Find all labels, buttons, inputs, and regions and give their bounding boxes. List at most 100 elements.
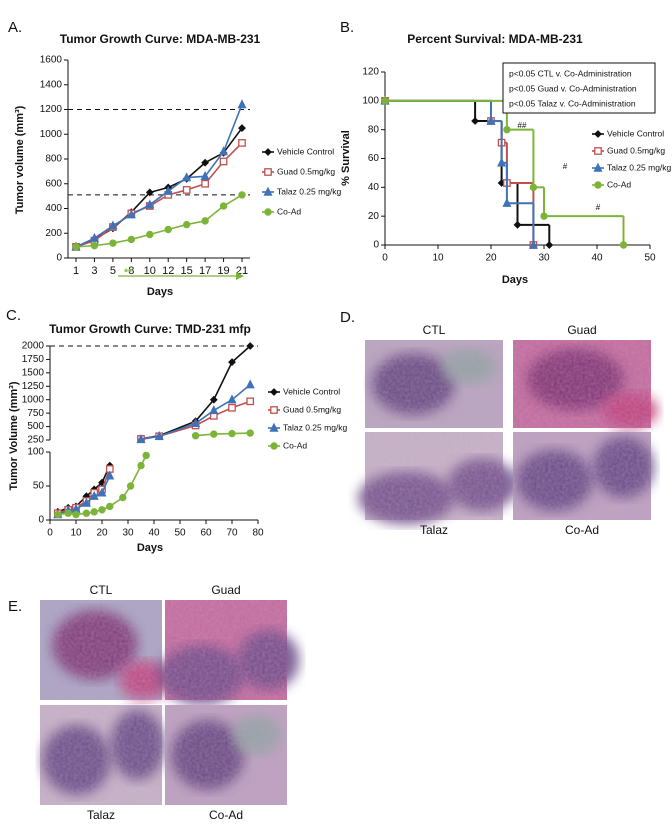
y-tick-label: 20 xyxy=(368,211,380,222)
y-tick-label: 1500 xyxy=(22,367,45,378)
panel-label: A. xyxy=(8,19,22,36)
marker xyxy=(264,148,272,156)
marker xyxy=(246,397,255,406)
marker xyxy=(127,235,136,244)
marker xyxy=(503,125,511,134)
image-label: Guad xyxy=(211,583,240,597)
legend-label: Co-Ad xyxy=(607,179,631,189)
x-tick-label: 10 xyxy=(144,265,156,277)
marker xyxy=(528,239,538,249)
image-label: CTL xyxy=(423,323,446,337)
marker xyxy=(228,429,236,438)
marker xyxy=(545,241,554,249)
marker xyxy=(201,179,209,188)
legend-label: Guad 0.5mg/kg xyxy=(277,166,335,176)
x-tick-label: 19 xyxy=(217,265,229,277)
annotation: ## xyxy=(518,121,527,130)
texture xyxy=(40,600,162,700)
marker xyxy=(164,225,172,234)
legend-label: Talaz 0.25 mg/kg xyxy=(607,162,672,172)
marker xyxy=(90,508,98,516)
y-tick-label: 0 xyxy=(373,240,379,251)
x-tick-label: 80 xyxy=(252,528,264,539)
y-tick-label: 100 xyxy=(362,95,379,106)
x-tick-label: 10 xyxy=(432,253,444,264)
marker xyxy=(126,209,136,219)
panel-label: D. xyxy=(340,309,355,326)
annotation: ** xyxy=(124,268,132,279)
marker xyxy=(90,241,99,250)
chart-title: Tumor Growth Curve: MDA-MB-231 xyxy=(60,32,261,46)
legend-label: Talaz 0.25 mg/kg xyxy=(277,186,342,196)
legend-label: Vehicle Control xyxy=(277,146,334,156)
y-tick-label: 0 xyxy=(56,253,62,264)
marker xyxy=(89,232,99,242)
legend-label: Talaz 0.25 mg/kg xyxy=(283,422,348,432)
marker xyxy=(97,487,107,497)
note: p<0.05 Talaz v. Co-Administration xyxy=(509,98,636,108)
marker xyxy=(228,358,236,367)
marker xyxy=(238,124,246,132)
marker xyxy=(126,482,135,490)
marker xyxy=(72,243,80,251)
series-line xyxy=(75,142,243,248)
marker xyxy=(246,342,255,350)
x-axis-label: Days xyxy=(137,542,163,554)
marker xyxy=(540,212,548,220)
marker xyxy=(486,115,496,125)
marker xyxy=(182,186,191,194)
marker xyxy=(270,388,278,396)
texture xyxy=(165,600,287,700)
texture xyxy=(40,705,162,805)
marker xyxy=(137,461,145,470)
series-line xyxy=(195,432,251,437)
arrow-head xyxy=(236,272,244,280)
y-tick-label: 800 xyxy=(45,154,62,165)
marker xyxy=(269,422,279,432)
marker xyxy=(109,239,117,247)
y-axis-label: Tumor Volume (mm³) xyxy=(8,381,20,490)
x-tick-label: 40 xyxy=(591,253,603,264)
marker xyxy=(270,406,278,414)
marker xyxy=(502,197,512,207)
x-tick-label: 3 xyxy=(91,265,97,277)
x-tick-label: 70 xyxy=(226,528,238,539)
marker xyxy=(529,183,538,192)
x-tick-label: 1 xyxy=(73,265,79,277)
marker xyxy=(81,497,91,507)
legend-label: Vehicle Control xyxy=(283,386,340,396)
image-label: Co-Ad xyxy=(209,808,243,822)
marker xyxy=(219,146,229,156)
x-tick-label: 60 xyxy=(200,528,212,539)
texture xyxy=(365,340,503,428)
marker xyxy=(182,220,191,229)
legend-label: Co-Ad xyxy=(283,440,307,450)
series-line xyxy=(75,127,243,248)
image-label: Talaz xyxy=(87,808,115,822)
marker xyxy=(108,220,118,230)
y-axis-label: Tumor volume (mm³) xyxy=(14,105,26,214)
marker xyxy=(201,217,209,225)
marker xyxy=(163,185,173,195)
y-tick-label: 50 xyxy=(33,481,45,492)
image-label: Co-Ad xyxy=(565,523,599,537)
panel-label: B. xyxy=(340,19,354,36)
y-tick-label: 400 xyxy=(45,203,62,214)
note-box xyxy=(502,62,656,114)
marker xyxy=(146,230,154,239)
marker xyxy=(210,430,218,438)
marker xyxy=(119,493,127,502)
y-tick-label: 40 xyxy=(368,182,380,193)
marker xyxy=(264,168,272,176)
note: p<0.05 Guad v. Co-Administration xyxy=(509,83,637,93)
marker xyxy=(98,506,106,514)
x-tick-label: 12 xyxy=(162,265,174,277)
marker xyxy=(228,403,236,412)
x-tick-label: 30 xyxy=(122,528,134,539)
marker xyxy=(106,502,114,511)
marker xyxy=(245,379,255,389)
y-tick-label: 200 xyxy=(45,228,62,239)
marker xyxy=(145,188,154,197)
marker xyxy=(145,199,155,209)
